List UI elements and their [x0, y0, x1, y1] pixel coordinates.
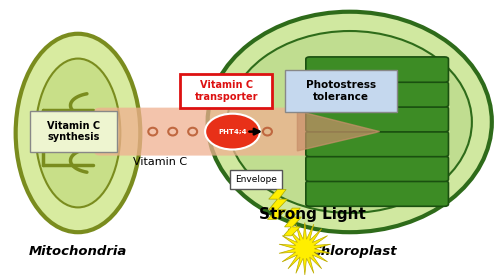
Ellipse shape: [205, 114, 260, 150]
Ellipse shape: [36, 58, 120, 207]
Text: Vitamin C: Vitamin C: [133, 157, 188, 167]
FancyBboxPatch shape: [230, 170, 282, 189]
Text: Chloroplast: Chloroplast: [312, 245, 398, 258]
Text: PHT4;4: PHT4;4: [218, 129, 247, 135]
Polygon shape: [284, 208, 302, 236]
Polygon shape: [279, 222, 330, 275]
FancyBboxPatch shape: [30, 111, 117, 152]
FancyBboxPatch shape: [285, 70, 397, 112]
Polygon shape: [298, 111, 380, 151]
Text: Vitamin C
synthesis: Vitamin C synthesis: [46, 121, 100, 142]
FancyBboxPatch shape: [306, 57, 448, 82]
FancyBboxPatch shape: [306, 181, 448, 206]
Ellipse shape: [16, 34, 140, 232]
FancyBboxPatch shape: [94, 108, 326, 156]
Text: Vitamin C
transporter: Vitamin C transporter: [194, 80, 258, 102]
Ellipse shape: [208, 12, 492, 232]
Text: Strong Light: Strong Light: [259, 207, 366, 222]
FancyBboxPatch shape: [306, 131, 448, 157]
FancyBboxPatch shape: [306, 82, 448, 107]
FancyBboxPatch shape: [306, 156, 448, 181]
FancyBboxPatch shape: [306, 107, 448, 132]
FancyBboxPatch shape: [180, 74, 272, 108]
Ellipse shape: [228, 31, 472, 213]
Text: Mitochondria: Mitochondria: [29, 245, 127, 258]
Text: Photostress
tolerance: Photostress tolerance: [306, 80, 376, 102]
Text: Envelope: Envelope: [236, 175, 277, 184]
Polygon shape: [268, 189, 287, 219]
